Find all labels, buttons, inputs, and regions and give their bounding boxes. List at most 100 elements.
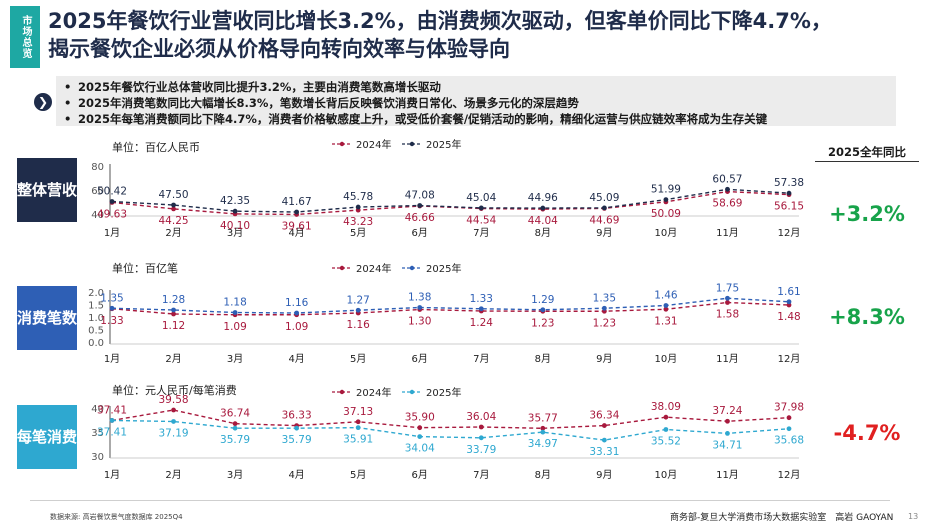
data-label: 34.97: [528, 438, 558, 450]
x-tick-label: 3月: [227, 469, 243, 481]
data-label: 34.71: [712, 439, 742, 451]
data-label: 1.31: [654, 315, 677, 327]
data-point: [294, 209, 300, 215]
data-label: 37.19: [159, 427, 189, 439]
x-tick-label: 1月: [104, 353, 120, 365]
data-point: [478, 306, 484, 312]
data-label: 1.33: [100, 315, 123, 327]
x-tick-label: 10月: [655, 227, 678, 239]
data-label: 40.10: [220, 220, 250, 232]
data-label: 35.52: [651, 436, 681, 448]
x-tick-label: 7月: [473, 353, 489, 365]
data-label: 1.35: [100, 292, 123, 304]
data-point: [601, 437, 607, 443]
data-point: [663, 197, 669, 203]
x-tick-label: 5月: [350, 353, 366, 365]
data-label: 1.16: [346, 319, 370, 331]
data-label: 39.58: [159, 394, 189, 406]
data-point: [725, 430, 730, 436]
data-label: 44.96: [528, 192, 558, 204]
data-point: [109, 418, 115, 423]
x-tick-label: 11月: [716, 353, 739, 365]
y-tick-label: 60: [91, 186, 104, 197]
x-tick-label: 4月: [288, 353, 304, 365]
legend-marker: [409, 265, 415, 271]
data-label: 1.29: [531, 294, 554, 306]
data-label: 33.79: [466, 444, 496, 456]
row-label-count: 消费笔数: [17, 286, 77, 350]
legend-marker: [339, 389, 345, 395]
data-point: [109, 199, 115, 204]
data-label: 37.41: [97, 426, 127, 438]
data-point: [601, 423, 607, 428]
data-point: [171, 206, 176, 212]
x-tick-label: 8月: [535, 353, 551, 365]
series-line-2025: [111, 297, 790, 314]
data-point: [725, 186, 730, 192]
page-title: 2025年餐饮行业营收同比增长3.2%，由消费频次驱动，但客单价同比下降4.7%…: [48, 7, 928, 63]
data-label: 1.12: [162, 320, 185, 332]
data-label: 45.78: [343, 191, 373, 203]
data-point: [232, 310, 238, 315]
series-line-2024: [111, 409, 790, 430]
data-label: 1.09: [223, 321, 246, 333]
yoy-count: +8.3%: [829, 305, 905, 329]
data-point: [417, 203, 423, 208]
data-label: 1.38: [408, 292, 431, 304]
data-point: [355, 307, 361, 313]
x-tick-label: 6月: [412, 227, 428, 239]
x-tick-label: 2月: [165, 227, 181, 239]
data-label: 35.91: [343, 434, 373, 446]
x-tick-label: 3月: [227, 227, 243, 239]
data-label: 36.33: [282, 410, 312, 422]
summary-item: 2025年每笔消费额同比下降4.7%，消费者价格敏感度上升，或受低价套餐/促销活…: [64, 111, 896, 127]
data-label: 37.24: [712, 405, 742, 417]
chevron-right-icon: ❯: [34, 93, 52, 111]
x-tick-label: 4月: [288, 227, 304, 239]
x-tick-label: 5月: [350, 469, 366, 481]
y-tick-label: 80: [91, 162, 104, 173]
data-label: 56.15: [774, 201, 804, 213]
yoy-revenue: +3.2%: [829, 202, 905, 226]
series-line-2025: [111, 419, 790, 441]
data-label: 1.23: [531, 317, 554, 329]
y-tick-label: 30: [91, 452, 104, 463]
x-tick-label: 6月: [412, 469, 428, 481]
data-point: [171, 419, 176, 424]
data-point: [786, 299, 792, 305]
data-label: 45.04: [466, 192, 496, 204]
summary-box: 2025年餐饮行业总体营收同比提升3.2%，主要由消费笔数高增长驱动 2025年…: [56, 76, 896, 126]
data-point: [417, 425, 423, 431]
legend-label: 2025年: [426, 262, 461, 275]
data-label: 35.68: [774, 435, 804, 447]
data-point: [663, 414, 669, 420]
data-point: [171, 202, 176, 208]
y-tick-label: 1.5: [88, 301, 104, 312]
data-label: 1.28: [162, 294, 185, 306]
series-line-2025: [111, 188, 790, 213]
data-label: 36.04: [466, 411, 496, 423]
data-label: 39.61: [282, 220, 312, 232]
data-label: 1.48: [777, 311, 800, 323]
data-point: [540, 425, 546, 431]
x-tick-label: 10月: [655, 353, 678, 365]
data-point: [478, 435, 484, 441]
data-label: 35.79: [282, 434, 312, 446]
data-point: [540, 429, 546, 435]
data-point: [232, 208, 238, 214]
data-point: [786, 190, 792, 196]
data-point: [540, 205, 546, 211]
data-label: 1.33: [470, 293, 493, 305]
data-label: 35.79: [220, 434, 250, 446]
legend-marker: [409, 141, 415, 147]
data-point: [601, 205, 607, 211]
data-point: [540, 307, 546, 313]
data-label: 36.34: [589, 410, 619, 422]
data-point: [417, 434, 423, 440]
data-label: 1.23: [593, 317, 616, 329]
data-label: 1.16: [285, 297, 309, 309]
data-point: [786, 426, 792, 432]
data-point: [294, 425, 300, 431]
data-label: 47.50: [159, 189, 189, 201]
data-point: [663, 427, 669, 432]
